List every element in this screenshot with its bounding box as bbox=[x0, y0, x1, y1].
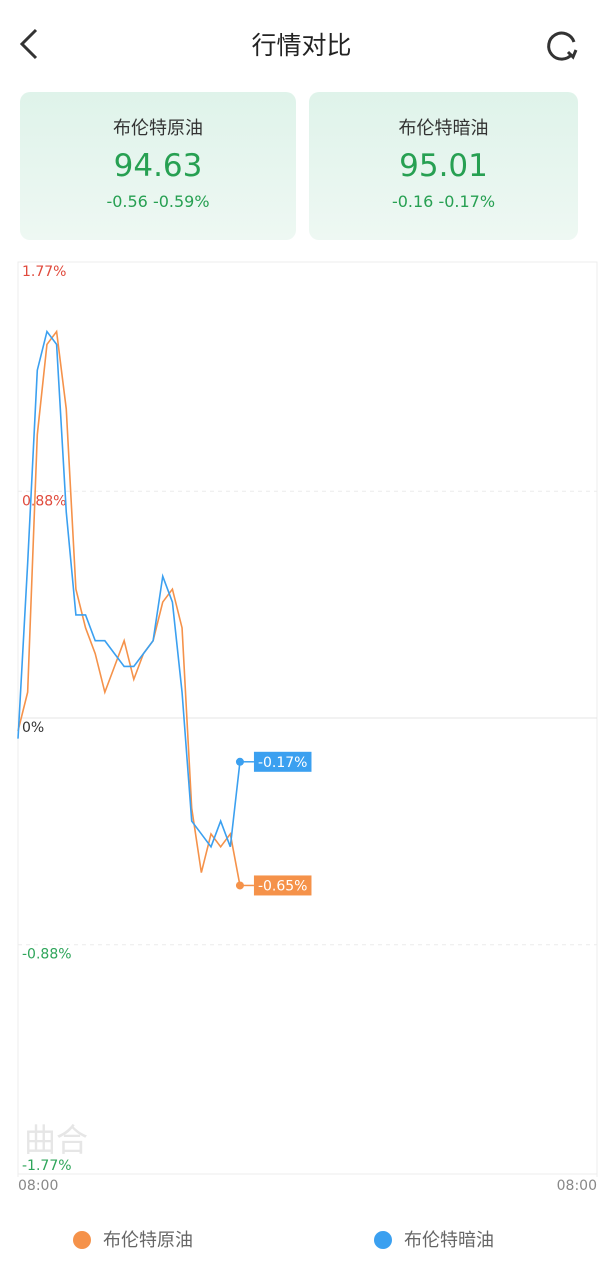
legend-item[interactable]: 布伦特暗油 bbox=[374, 1226, 494, 1252]
card-change: -0.56 -0.59% bbox=[106, 192, 210, 211]
value-label: -0.17% bbox=[258, 755, 308, 771]
value-label-box bbox=[253, 875, 312, 896]
x-tick-label: 08:00 bbox=[18, 1178, 58, 1194]
series-line bbox=[17, 329, 241, 886]
watermark: 曲合 bbox=[24, 1121, 88, 1159]
x-tick-label: 08:00 bbox=[557, 1178, 597, 1194]
legend-item[interactable]: 布伦特原油 bbox=[73, 1226, 193, 1252]
card-price: 95.01 bbox=[399, 148, 488, 184]
page-title: 行情对比 bbox=[251, 31, 352, 60]
quote-card[interactable]: 布伦特原油 94.63 -0.56 -0.59% bbox=[20, 92, 296, 240]
card-change: -0.16 -0.17% bbox=[391, 192, 496, 211]
y-tick-label: 1.77% bbox=[22, 264, 66, 280]
card-name: 布伦特暗油 bbox=[398, 118, 489, 139]
legend-swatch bbox=[73, 1231, 91, 1249]
y-tick-label: -1.77% bbox=[22, 1158, 72, 1174]
y-tick-label: -0.88% bbox=[22, 947, 72, 963]
y-tick-label: 0% bbox=[22, 720, 44, 736]
legend-label: 布伦特原油 bbox=[103, 1230, 193, 1251]
back-button[interactable] bbox=[14, 26, 44, 62]
series-line bbox=[17, 329, 241, 849]
chart: 曲合 1.77% 0.88% 0% -0.88% -1.77% 08:00 08:00 -0.… bbox=[17, 261, 598, 1194]
legend-label: 布伦特暗油 bbox=[404, 1230, 494, 1251]
value-label: -0.65% bbox=[258, 878, 308, 894]
refresh-button[interactable] bbox=[542, 26, 582, 66]
quote-card[interactable]: 布伦特暗油 95.01 -0.16 -0.17% bbox=[309, 92, 578, 240]
y-tick-label: 0.88% bbox=[22, 493, 66, 509]
value-label-box bbox=[253, 751, 312, 772]
legend-swatch bbox=[374, 1231, 392, 1249]
card-price: 94.63 bbox=[113, 148, 203, 184]
card-name: 布伦特原油 bbox=[113, 118, 203, 139]
